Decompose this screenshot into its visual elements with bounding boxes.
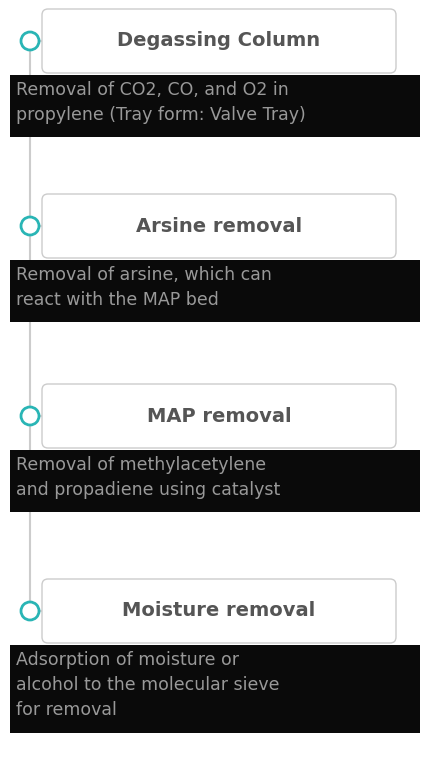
Text: MAP removal: MAP removal bbox=[147, 407, 291, 425]
FancyBboxPatch shape bbox=[10, 75, 420, 137]
Text: Removal of methylacetylene
and propadiene using catalyst: Removal of methylacetylene and propadien… bbox=[16, 456, 280, 499]
Circle shape bbox=[21, 407, 39, 425]
Text: Adsorption of moisture or
alcohol to the molecular sieve
for removal: Adsorption of moisture or alcohol to the… bbox=[16, 651, 279, 719]
Text: Arsine removal: Arsine removal bbox=[136, 216, 302, 235]
FancyBboxPatch shape bbox=[42, 194, 396, 258]
Text: Removal of CO2, CO, and O2 in
propylene (Tray form: Valve Tray): Removal of CO2, CO, and O2 in propylene … bbox=[16, 81, 306, 124]
Text: Moisture removal: Moisture removal bbox=[122, 601, 316, 621]
Circle shape bbox=[21, 217, 39, 235]
Circle shape bbox=[21, 32, 39, 50]
Text: Degassing Column: Degassing Column bbox=[118, 32, 320, 50]
FancyBboxPatch shape bbox=[42, 9, 396, 73]
FancyBboxPatch shape bbox=[10, 645, 420, 733]
FancyBboxPatch shape bbox=[10, 260, 420, 322]
FancyBboxPatch shape bbox=[42, 384, 396, 448]
Circle shape bbox=[21, 602, 39, 620]
FancyBboxPatch shape bbox=[42, 579, 396, 643]
FancyBboxPatch shape bbox=[10, 450, 420, 512]
Text: Removal of arsine, which can
react with the MAP bed: Removal of arsine, which can react with … bbox=[16, 266, 272, 309]
